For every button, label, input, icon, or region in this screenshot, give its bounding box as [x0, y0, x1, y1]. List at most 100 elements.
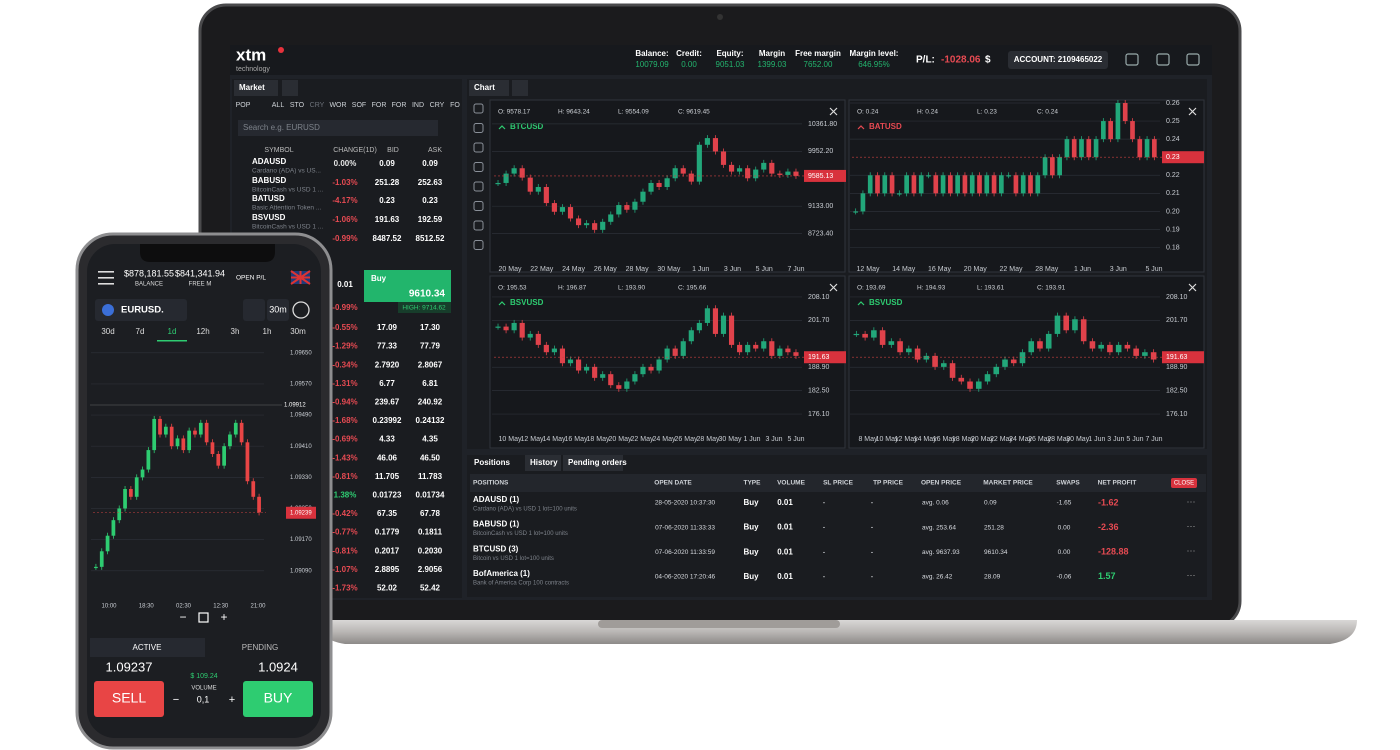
timeframe-option[interactable]: 3h	[231, 327, 240, 336]
tool-icon[interactable]	[473, 142, 484, 153]
candle-body	[923, 355, 930, 360]
filter[interactable]: FO	[450, 102, 460, 109]
more-menu[interactable]: ···	[1187, 496, 1196, 506]
timeframe-option[interactable]: 30m	[290, 327, 306, 336]
chart-tab[interactable]	[469, 80, 509, 96]
positions-tab[interactable]	[525, 455, 561, 471]
filter[interactable]: STO	[290, 102, 305, 109]
close-icon[interactable]	[829, 107, 838, 116]
candle-body	[728, 164, 735, 172]
tool-icon[interactable]	[473, 103, 484, 114]
filter[interactable]: FOR	[392, 102, 407, 109]
close-icon[interactable]	[1188, 107, 1197, 116]
buy-box[interactable]	[364, 270, 451, 302]
filter[interactable]: ALL	[272, 102, 285, 109]
tool-icon[interactable]	[473, 240, 484, 250]
timeframe-option[interactable]: 1h	[263, 327, 272, 336]
timeframe-option[interactable]: 30d	[101, 327, 114, 336]
close-all-button[interactable]	[1171, 478, 1197, 488]
timeframe[interactable]: 30m	[269, 304, 287, 314]
candle-body	[871, 330, 877, 338]
add-tab[interactable]	[512, 80, 528, 96]
more-menu[interactable]: ···	[1187, 521, 1196, 531]
volume-minus[interactable]: −	[173, 694, 179, 706]
filter[interactable]: FOR	[372, 102, 387, 109]
ohlc: H: 9643.24	[558, 109, 590, 116]
candle-body	[932, 355, 938, 367]
timeframe-option[interactable]: 12h	[196, 327, 209, 336]
sell-button[interactable]	[94, 681, 164, 717]
timeframe-option[interactable]: 1d	[168, 327, 177, 336]
tool-icon[interactable]	[473, 162, 484, 172]
buy-button[interactable]	[243, 681, 313, 717]
header-icon[interactable]	[1186, 53, 1200, 66]
zoom-out[interactable]: −	[179, 610, 186, 624]
tool-icon[interactable]	[473, 181, 484, 192]
candle-body	[140, 469, 145, 478]
filter[interactable]: CRY	[310, 102, 325, 109]
positions-tab[interactable]	[469, 455, 519, 471]
positions-tab-label[interactable]: History	[530, 458, 558, 467]
tab-label[interactable]: PENDING	[242, 643, 278, 652]
chart-type-button[interactable]	[243, 299, 265, 321]
sell-label[interactable]: SELL	[112, 690, 146, 706]
positions-header	[470, 474, 1206, 492]
close-icon[interactable]	[829, 283, 838, 292]
header-icon[interactable]	[1156, 53, 1170, 66]
candle-body	[584, 223, 590, 226]
close-all-label[interactable]: CLOSE	[1174, 481, 1194, 487]
filter[interactable]: CRY	[430, 102, 445, 109]
volume-plus[interactable]: +	[229, 694, 235, 706]
candle-body	[511, 322, 517, 331]
market-tab[interactable]	[234, 80, 278, 96]
filter[interactable]: WOR	[329, 102, 346, 109]
zoom-in[interactable]: +	[220, 610, 227, 624]
candle-body	[158, 418, 162, 435]
more-menu[interactable]: ···	[1187, 546, 1196, 556]
candle-body	[495, 182, 501, 185]
close-icon[interactable]	[1188, 283, 1197, 292]
tab-label[interactable]: ACTIVE	[133, 643, 162, 652]
volume: 0.01	[777, 547, 793, 556]
positions-tab[interactable]	[563, 455, 623, 471]
y-tick-label: 0.19	[1166, 226, 1180, 233]
stat-label: Free margin	[795, 49, 841, 58]
active-tab[interactable]	[90, 638, 205, 657]
symbol-selector[interactable]	[95, 299, 187, 321]
change: -0.34%	[332, 360, 357, 369]
tool-icon[interactable]	[473, 123, 484, 133]
candle-body	[933, 175, 939, 194]
last-price: 9585.13	[808, 173, 833, 180]
buy-label[interactable]: BUY	[264, 690, 293, 706]
candle-body	[911, 175, 917, 194]
x-tick-label: 12 May	[521, 436, 544, 443]
candle-body	[975, 381, 982, 389]
filter[interactable]: SOF	[352, 102, 366, 109]
search-input[interactable]	[238, 120, 438, 136]
tool-icon[interactable]	[473, 220, 484, 231]
timeframe-option[interactable]: 7d	[136, 327, 145, 336]
bid: 6.77	[379, 379, 395, 388]
add-tab[interactable]	[282, 80, 298, 96]
position-name: BABUSD (1)	[473, 520, 520, 529]
tool-icon[interactable]	[473, 201, 484, 211]
indicator-button[interactable]	[292, 301, 310, 319]
filter[interactable]: IND	[412, 102, 424, 109]
filter[interactable]: POP	[236, 102, 251, 109]
timeframe-button[interactable]	[267, 299, 289, 321]
symbol[interactable]: EURUSD.	[121, 305, 164, 316]
tp-price: -	[871, 523, 874, 532]
candle-body	[527, 333, 533, 338]
header-icon[interactable]	[1125, 53, 1139, 66]
zoom-reset[interactable]	[198, 612, 209, 623]
positions-tab-label[interactable]: Pending orders	[568, 458, 627, 467]
candle-body	[1006, 175, 1011, 177]
volume: 0,1	[197, 694, 210, 704]
symbol: BATUSD	[252, 194, 285, 203]
candle-body	[769, 341, 775, 356]
more-menu[interactable]: ···	[1187, 570, 1196, 580]
menu-icon	[98, 271, 114, 273]
x-tick-label: 16 May	[928, 266, 951, 273]
positions-tab-label[interactable]: Positions	[474, 458, 511, 467]
candle-body	[958, 377, 965, 382]
